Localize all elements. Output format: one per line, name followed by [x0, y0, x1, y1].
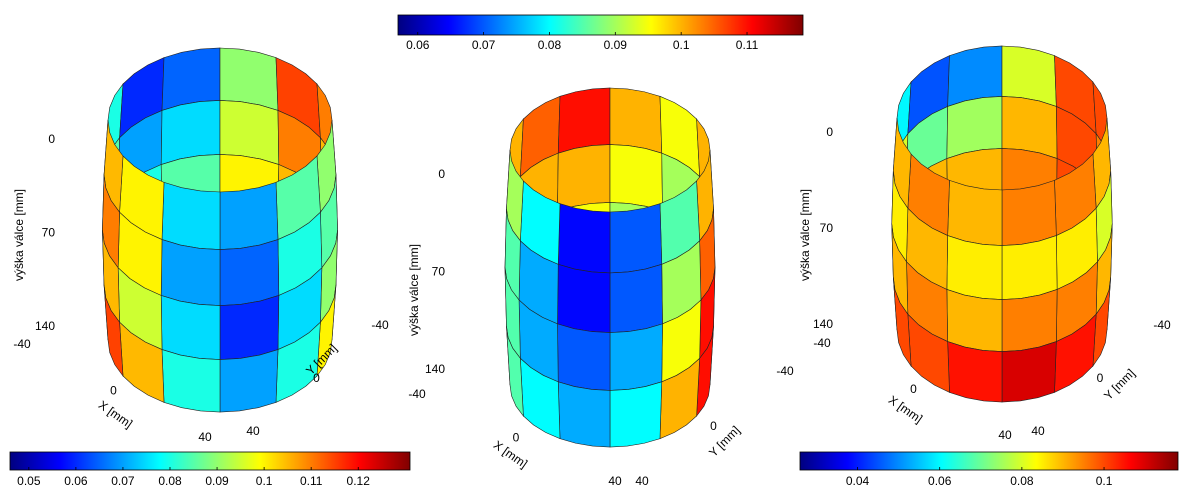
yticks-label: 40: [635, 474, 649, 488]
surface-patch: [161, 181, 221, 250]
xticks-label: 0: [513, 431, 520, 445]
surface-patch: [557, 87, 611, 154]
colorbar-tick-label: 0.08: [538, 38, 562, 52]
colorbar-tick-label: 0.04: [846, 474, 870, 488]
yticks-label: 0: [710, 419, 717, 433]
z-axis-label: výška válce [mm]: [798, 189, 812, 281]
colorbar-tick-label: 0.08: [158, 474, 182, 488]
surface-patch: [609, 323, 663, 391]
surface-patch: [1001, 235, 1058, 300]
surface-patch: [947, 179, 1003, 246]
zticks-label: 70: [820, 221, 834, 235]
colorbar-tick-label: 0.06: [928, 474, 952, 488]
z-axis-label: výška válce [mm]: [12, 189, 26, 281]
colorbar-tick-label: 0.1: [673, 38, 690, 52]
surface-patch: [160, 295, 221, 360]
xticks-label: 40: [198, 430, 212, 444]
colorbar-tick-label: 0.12: [347, 474, 371, 488]
xticks-label: -40: [408, 387, 426, 401]
surface-patch: [557, 323, 611, 391]
surface-patch: [219, 349, 279, 413]
surface-patch: [1001, 179, 1057, 246]
surface-patch: [609, 263, 663, 333]
surface-patch: [946, 235, 1003, 300]
colorbar: [9, 451, 411, 471]
surface-patch: [557, 144, 611, 212]
zticks-label: 70: [432, 265, 446, 279]
xticks-label: 40: [608, 474, 622, 488]
surface-patch: [892, 276, 912, 368]
yticks-label: -40: [776, 364, 794, 378]
surface-patch: [506, 326, 524, 417]
surface-patch: [609, 381, 663, 448]
zticks-label: 140: [813, 317, 833, 331]
surface-patch: [557, 381, 611, 448]
yticks-label: 0: [1097, 371, 1104, 385]
surface-patch: [609, 144, 663, 212]
surface-patch: [557, 203, 611, 274]
colorbar-tick-label: 0.09: [604, 38, 628, 52]
yticks-label: -40: [1153, 318, 1171, 332]
colorbar-tick-label: 0.11: [300, 474, 323, 488]
xticks-label: 0: [110, 384, 117, 398]
surface-patch: [161, 349, 221, 413]
colorbar-tick-label: 0.1: [256, 474, 273, 488]
colorbar-tick-label: 0.05: [17, 474, 41, 488]
xticks-label: -40: [813, 336, 831, 350]
zticks-label: 0: [826, 125, 833, 139]
zticks-label: 70: [42, 226, 56, 240]
x-axis-label: X [mm]: [491, 438, 530, 471]
colorbar-tick-label: 0.07: [111, 474, 135, 488]
z-axis-label: výška válce [mm]: [407, 244, 421, 336]
colorbar-tick-label: 0.11: [736, 38, 759, 52]
surface-patch: [219, 239, 280, 306]
zticks-label: 140: [425, 362, 445, 376]
yticks-label: 0: [313, 371, 320, 385]
x-axis-label: X [mm]: [96, 398, 135, 431]
surface-patch: [160, 239, 221, 306]
x-axis-label: X [mm]: [886, 393, 925, 426]
y-axis-label: Y [mm]: [1101, 366, 1138, 403]
surface-patch: [609, 203, 663, 274]
colorbar-tick-label: 0.07: [472, 38, 496, 52]
xticks-label: 40: [998, 428, 1012, 442]
zticks-label: 140: [35, 319, 55, 333]
yticks-label: 40: [246, 424, 260, 438]
surface-patch: [219, 295, 280, 360]
colorbar: [799, 451, 1179, 471]
surface-patch: [557, 263, 611, 333]
yticks-label: -40: [371, 318, 389, 332]
colorbar-tick-label: 0.06: [64, 474, 88, 488]
colorbar-tick-label: 0.1: [1096, 474, 1113, 488]
colorbar-tick-label: 0.09: [205, 474, 229, 488]
surface-patch: [103, 284, 124, 378]
xticks-label: -40: [13, 337, 31, 351]
colorbar-tick-label: 0.06: [406, 38, 430, 52]
xticks-label: 0: [910, 382, 917, 396]
zticks-label: 0: [48, 132, 55, 146]
colorbar: [397, 14, 804, 36]
zticks-label: 0: [438, 167, 445, 181]
colorbar-tick-label: 0.08: [1010, 474, 1034, 488]
surface-patch: [609, 87, 663, 154]
surface-patch: [219, 181, 279, 250]
yticks-label: 40: [1031, 424, 1045, 438]
